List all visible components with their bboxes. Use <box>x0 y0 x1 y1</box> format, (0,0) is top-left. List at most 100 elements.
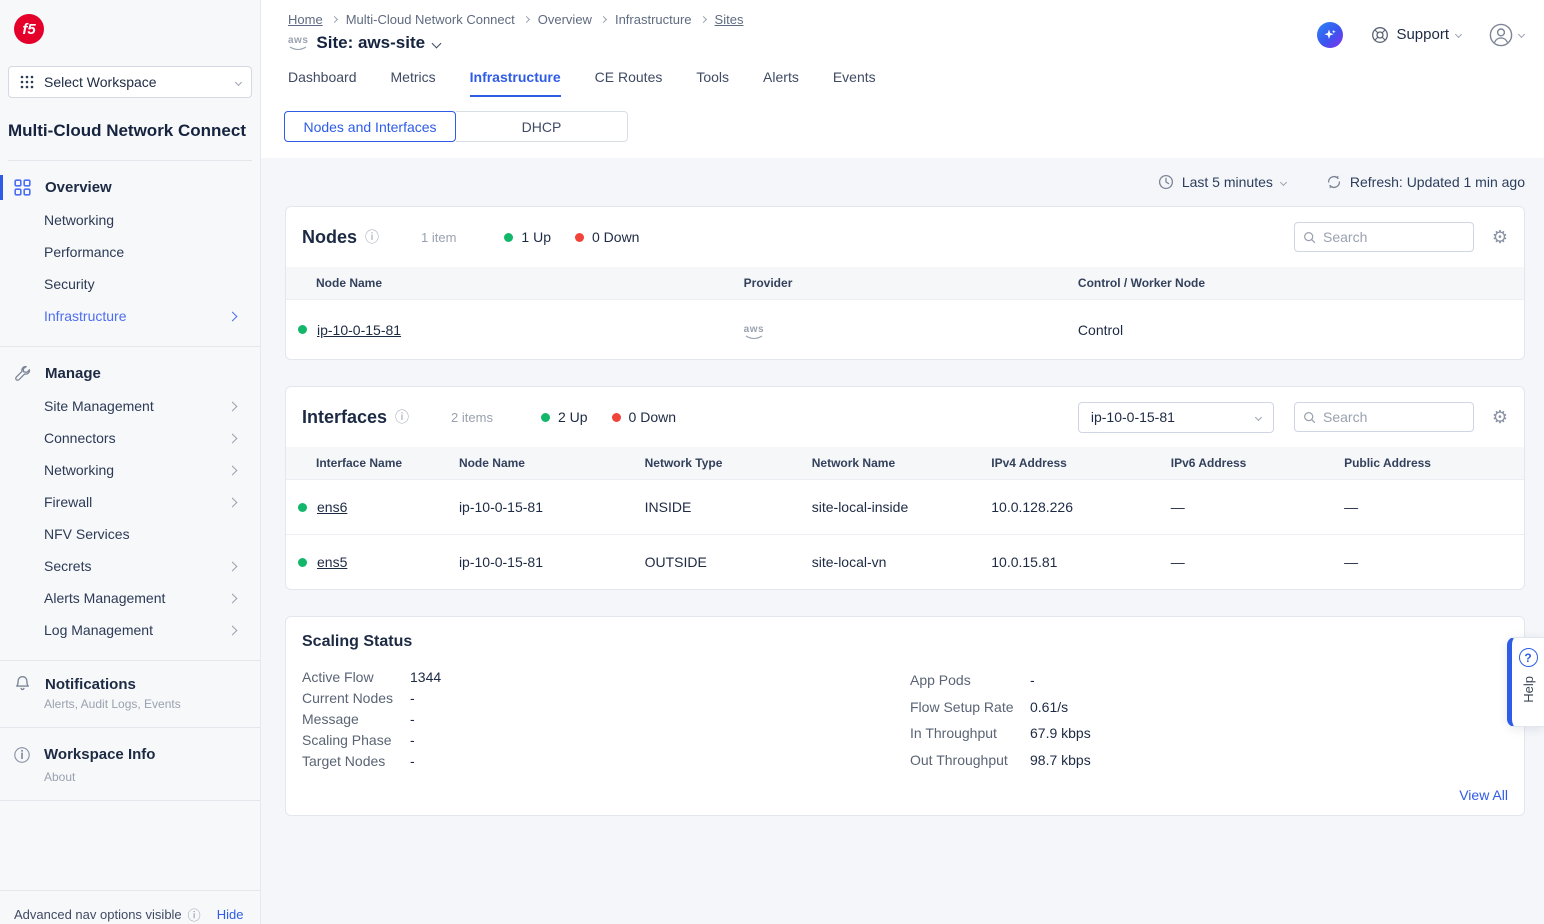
chevron-down-icon <box>1518 31 1525 38</box>
scaling-left-column: Active Flow1344 Current Nodes- Message- … <box>302 667 910 773</box>
ai-assistant-button[interactable] <box>1317 22 1343 48</box>
interfaces-table-header-row: Interface Name Node Name Network Type Ne… <box>286 447 1524 480</box>
sparkle-icon <box>1323 28 1337 42</box>
tab-tools[interactable]: Tools <box>696 69 729 97</box>
column-header: Public Address <box>1332 447 1524 480</box>
metric-value: 98.7 kbps <box>1030 747 1091 774</box>
chevron-right-icon <box>228 433 238 443</box>
chevron-down-icon <box>1255 413 1262 420</box>
metric-value: - <box>1030 667 1035 694</box>
sidebar-item-description: Alerts, Audit Logs, Events <box>0 697 260 711</box>
node-link[interactable]: ip-10-0-15-81 <box>317 322 401 338</box>
nodes-table: Node Name Provider Control / Worker Node… <box>286 267 1524 359</box>
interfaces-settings-gear-icon[interactable]: ⚙ <box>1492 408 1508 426</box>
header-actions: Support <box>1317 12 1524 53</box>
support-icon <box>1371 26 1389 44</box>
sidebar-item-notifications[interactable]: Notifications Alerts, Audit Logs, Events <box>0 661 260 728</box>
tab-infrastructure[interactable]: Infrastructure <box>470 69 561 97</box>
tab-events[interactable]: Events <box>833 69 876 97</box>
nodes-settings-gear-icon[interactable]: ⚙ <box>1492 228 1508 246</box>
column-header: Network Type <box>633 447 800 480</box>
sidebar-item-performance[interactable]: Performance <box>0 236 260 268</box>
sidebar-item-infrastructure[interactable]: Infrastructure <box>0 300 260 332</box>
workspace-selector[interactable]: Select Workspace <box>8 66 252 98</box>
subtab-dhcp[interactable]: DHCP <box>456 111 628 142</box>
f5-logo[interactable]: f5 <box>14 14 44 44</box>
interface-link[interactable]: ens5 <box>317 554 347 570</box>
breadcrumb-separator-icon <box>600 16 607 23</box>
aws-icon: aws <box>288 36 308 51</box>
user-avatar-icon <box>1489 23 1513 47</box>
sidebar-item-connectors[interactable]: Connectors <box>0 422 260 454</box>
sidebar-footer: Advanced nav options visible ⓘ Hide <box>0 890 260 924</box>
sidebar-item-label: Security <box>44 276 236 292</box>
chevron-right-icon <box>228 465 238 475</box>
sidebar-item-nfv-services[interactable]: NFV Services <box>0 518 260 550</box>
metric-value: - <box>410 709 415 730</box>
view-all-link[interactable]: View All <box>1459 787 1508 803</box>
node-filter-dropdown[interactable]: ip-10-0-15-81 <box>1078 402 1274 433</box>
scaling-right-column: App Pods- Flow Setup Rate0.61/s In Throu… <box>910 667 1091 773</box>
info-icon[interactable]: ⓘ <box>365 227 379 247</box>
public-address-cell: — <box>1332 535 1524 590</box>
breadcrumb-separator-icon <box>523 16 530 23</box>
sidebar-item-label: Notifications <box>45 676 136 693</box>
breadcrumb-sites[interactable]: Sites <box>715 12 744 27</box>
nodes-up-status: 1 Up <box>504 229 551 245</box>
nodes-count: 1 item <box>421 230 456 245</box>
sidebar-item-networking[interactable]: Networking <box>0 204 260 236</box>
column-header: Node Name <box>447 447 633 480</box>
tab-dashboard[interactable]: Dashboard <box>288 69 357 97</box>
metric-label: Out Throughput <box>910 747 1030 774</box>
info-icon: ⓘ <box>14 742 30 766</box>
sidebar-item-security[interactable]: Security <box>0 268 260 300</box>
ipv4-cell: 10.0.128.226 <box>979 480 1159 535</box>
breadcrumb: Home Multi-Cloud Network Connect Overvie… <box>288 12 743 27</box>
info-icon[interactable]: ⓘ <box>395 407 409 427</box>
account-menu[interactable] <box>1489 23 1524 47</box>
sidebar-item-description: About <box>0 770 260 784</box>
column-header: IPv4 Address <box>979 447 1159 480</box>
sidebar-item-log-management[interactable]: Log Management <box>0 614 260 646</box>
help-tab[interactable]: ? Help <box>1507 637 1544 727</box>
support-menu[interactable]: Support <box>1371 26 1461 44</box>
sidebar-item-workspace-info[interactable]: ⓘ Workspace Info About <box>0 728 260 801</box>
tab-ce-routes[interactable]: CE Routes <box>595 69 663 97</box>
column-header: Node Name <box>286 267 732 300</box>
content-toolbar: Last 5 minutes Refresh: Updated 1 min ag… <box>285 158 1525 206</box>
breadcrumb-home[interactable]: Home <box>288 12 323 27</box>
sidebar-item-firewall[interactable]: Firewall <box>0 486 260 518</box>
subtab-nodes-and-interfaces[interactable]: Nodes and Interfaces <box>284 111 456 142</box>
sidebar-item-alerts-management[interactable]: Alerts Management <box>0 582 260 614</box>
help-label: Help <box>1521 676 1536 703</box>
sidebar-item-site-management[interactable]: Site Management <box>0 390 260 422</box>
refresh-button[interactable]: Refresh: Updated 1 min ago <box>1326 174 1525 190</box>
table-row: ens6 ip-10-0-15-81 INSIDE site-local-ins… <box>286 480 1524 535</box>
brand-area: f5 <box>0 0 260 54</box>
sidebar-item-secrets[interactable]: Secrets <box>0 550 260 582</box>
hide-nav-button[interactable]: Hide <box>217 907 244 922</box>
chevron-right-icon <box>228 625 238 635</box>
overview-section: Overview Networking Performance Security… <box>0 161 260 347</box>
bell-icon <box>14 675 31 693</box>
refresh-label: Refresh: Updated 1 min ago <box>1350 174 1525 190</box>
interfaces-title: Interfaces <box>302 407 387 428</box>
down-status-dot <box>612 413 621 422</box>
content-area: Last 5 minutes Refresh: Updated 1 min ag… <box>261 158 1544 924</box>
sidebar-item-manage[interactable]: Manage <box>0 357 260 390</box>
interfaces-up-status: 2 Up <box>541 409 588 425</box>
advanced-nav-status: Advanced nav options visible <box>14 907 182 922</box>
wrench-icon <box>14 365 31 382</box>
site-title-dropdown[interactable]: aws Site: aws-site <box>288 33 743 53</box>
nodes-search-input[interactable] <box>1323 229 1465 245</box>
up-status-dot <box>298 325 307 334</box>
tab-alerts[interactable]: Alerts <box>763 69 799 97</box>
sidebar-item-label: Secrets <box>44 558 229 574</box>
interface-link[interactable]: ens6 <box>317 499 347 515</box>
chevron-down-icon <box>432 38 442 48</box>
sidebar-item-networking-manage[interactable]: Networking <box>0 454 260 486</box>
interfaces-search-input[interactable] <box>1323 409 1465 425</box>
sidebar-item-overview[interactable]: Overview <box>0 171 260 204</box>
time-range-selector[interactable]: Last 5 minutes <box>1158 174 1286 190</box>
tab-metrics[interactable]: Metrics <box>391 69 436 97</box>
